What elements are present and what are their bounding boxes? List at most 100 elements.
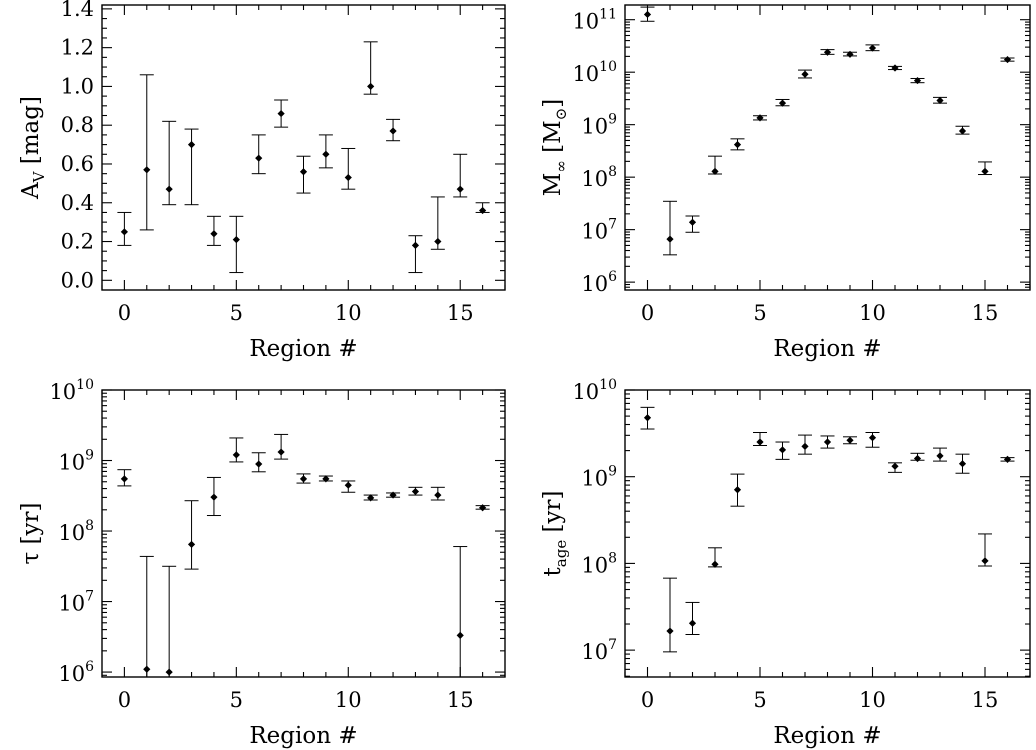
point-marker: [322, 475, 330, 483]
data-point: [843, 50, 857, 58]
data-point: [363, 41, 378, 95]
data-point: [888, 64, 902, 72]
point-marker: [210, 230, 218, 238]
point-marker: [187, 140, 196, 149]
data-point: [296, 473, 311, 484]
panel-top-right: 0 5 10 15 106 107 108 109 1010 1011 Region # M∞ [M⊙…: [540, 4, 1031, 362]
panel-bottom-right: 0 5 10 15 107 108 109 1010 Region # tage [yr]: [540, 377, 1031, 749]
y-axis-title: AV [mag]: [18, 96, 48, 200]
x-tick-label: 5: [230, 688, 243, 712]
point-marker: [411, 241, 420, 250]
data-point: [206, 476, 221, 517]
y-tick-label: 108: [581, 550, 617, 577]
x-tick-label: 15: [972, 688, 999, 712]
y-tick-label: 1010: [49, 377, 94, 404]
y-tick-label: 109: [58, 448, 94, 475]
point-marker: [666, 627, 674, 635]
point-marker: [801, 70, 809, 78]
point-marker: [187, 540, 196, 549]
point-marker: [846, 436, 854, 444]
data-point: [229, 215, 244, 274]
data-point: [430, 486, 445, 501]
point-marker: [299, 475, 308, 483]
x-tick-label: 0: [641, 301, 654, 325]
data-point: [139, 555, 154, 678]
point-marker: [688, 619, 697, 627]
data-point: [386, 491, 401, 499]
point-marker: [120, 475, 128, 483]
point-marker: [958, 460, 967, 468]
x-tick-label: 15: [972, 301, 999, 325]
x-axis-title: Region #: [773, 336, 881, 362]
point-marker: [165, 668, 173, 676]
data-point: [888, 462, 902, 473]
point-marker: [756, 438, 764, 446]
x-tick-label: 10: [335, 301, 362, 325]
data-point: [475, 202, 490, 215]
data-point: [341, 480, 356, 493]
point-marker: [479, 206, 487, 215]
data-point: [798, 434, 812, 455]
data-point: [386, 118, 401, 142]
point-marker: [643, 414, 652, 422]
data-point: [730, 138, 745, 151]
data-point: [162, 120, 177, 206]
data-point: [206, 215, 221, 246]
y-tick-label: 1011: [572, 7, 617, 34]
data-point: [475, 504, 490, 512]
y-tick-label: 0.0: [61, 268, 94, 292]
point-marker: [891, 462, 899, 470]
point-marker: [733, 486, 742, 494]
data-point: [955, 453, 970, 474]
data-point: [430, 196, 445, 250]
point-marker: [868, 434, 877, 442]
point-marker: [733, 141, 742, 149]
y-tick-label: 107: [581, 217, 617, 244]
y-tick-label: 1010: [572, 59, 617, 86]
point-marker: [981, 167, 989, 175]
data-point: [139, 74, 154, 231]
x-tick-label: 0: [118, 301, 131, 325]
point-marker: [936, 452, 944, 460]
x-tick-label: 10: [859, 301, 886, 325]
data-point: [363, 494, 378, 502]
x-tick-label: 15: [447, 301, 474, 325]
point-marker: [778, 446, 787, 454]
data-point: [296, 155, 311, 194]
x-tick-label: 5: [753, 688, 766, 712]
data-point: [453, 153, 468, 198]
data-point: [274, 433, 289, 460]
plot-frame: [624, 389, 1031, 678]
data-point: [117, 211, 132, 246]
point-marker: [756, 114, 764, 122]
data-point: [1000, 55, 1015, 64]
data-point: [910, 452, 925, 463]
y-axis-title: tage [yr]: [540, 491, 570, 577]
y-tick-label: 106: [58, 659, 94, 686]
point-marker: [255, 154, 263, 162]
point-marker: [210, 493, 218, 501]
point-marker: [367, 82, 375, 91]
x-tick-label: 0: [118, 688, 131, 712]
point-marker: [344, 173, 352, 182]
point-marker: [299, 168, 308, 176]
y-tick-label: 0.6: [61, 152, 94, 176]
data-point: [798, 69, 812, 79]
panel-top-left: 0 5 10 15 0.0 0.2 0.4 0.6 0.8 1.0 1.2 1.4 Region # AV…: [18, 0, 506, 362]
point-marker: [1003, 455, 1012, 463]
x-tick-label: 5: [230, 301, 243, 325]
data-point: [933, 96, 947, 105]
point-marker: [232, 451, 240, 459]
y-axis-title: τ [yr]: [18, 503, 44, 565]
point-marker: [1003, 55, 1012, 64]
point-marker: [277, 448, 285, 456]
point-marker: [434, 491, 442, 499]
data-point: [318, 134, 333, 169]
plot-frame: [101, 4, 506, 291]
point-marker: [143, 166, 151, 174]
point-marker: [913, 76, 922, 85]
data-point: [955, 125, 970, 135]
point-marker: [891, 64, 899, 72]
point-marker: [936, 96, 944, 105]
